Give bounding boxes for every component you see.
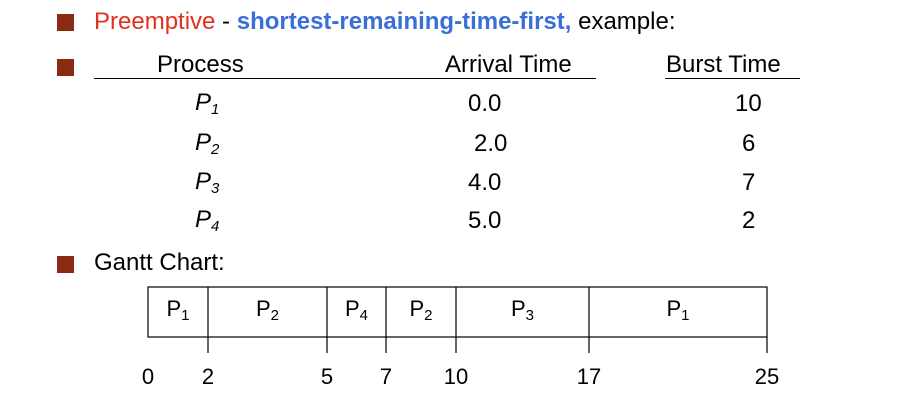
header-arrival-time: Arrival Time [445,51,572,78]
gantt-tick-label: 25 [754,364,780,389]
process-name: P2 [195,129,220,158]
heading-separator: - [215,8,237,35]
gantt-tick-label: 7 [379,364,393,389]
burst-time-value: 7 [742,169,756,196]
slide-heading: Preemptive - shortest-remaining-time-fir… [94,8,676,36]
gantt-tick-label: 2 [201,364,215,389]
gantt-segment-label: P1 [166,296,190,324]
bullet-marker [57,59,74,76]
header-process: Process [157,51,244,78]
burst-time-value: 6 [742,130,756,157]
gantt-bar-outline [147,286,768,338]
burst-time-value: 10 [735,90,762,117]
gantt-segment-label: P1 [666,296,690,324]
gantt-segment-label: P3 [510,296,535,324]
process-name: P1 [195,89,220,118]
arrival-time-value: 2.0 [474,130,508,157]
gantt-segment-label: P4 [344,296,369,324]
arrival-time-value: 5.0 [468,207,502,234]
gantt-tick-label: 5 [320,364,334,389]
header-underline [94,78,596,79]
gantt-chart-label: Gantt Chart: [94,249,225,276]
algorithm-name: shortest-remaining-time-first, [236,8,572,35]
gantt-segment-label: P2 [409,296,433,324]
header-burst-time: Burst Time [666,51,781,78]
gantt-segment-label: P2 [255,296,280,324]
process-name: P4 [195,206,220,235]
arrival-time-value: 4.0 [468,169,502,196]
bullet-marker [57,256,74,273]
gantt-tick-label: 17 [576,364,602,389]
arrival-time-value: 0.0 [468,90,502,117]
gantt-tick-label: 10 [443,364,469,389]
heading-suffix: example: [571,8,676,35]
preemptive-label: Preemptive [94,8,216,35]
bullet-marker [57,14,74,31]
process-name: P3 [195,168,220,197]
gantt-tick-label: 0 [141,364,155,389]
burst-time-value: 2 [742,207,756,234]
header-underline [665,78,800,79]
